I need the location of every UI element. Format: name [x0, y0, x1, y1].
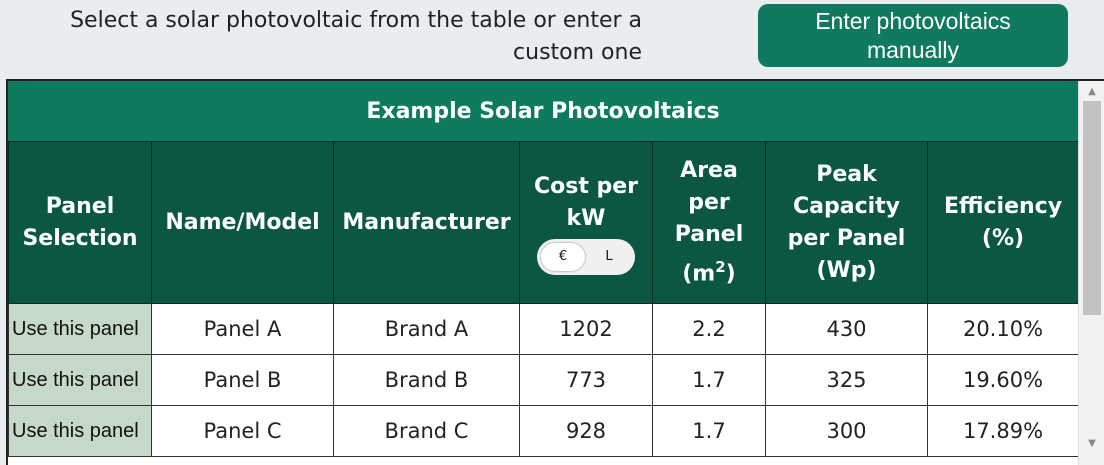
cell-name: Panel B [151, 354, 334, 406]
cell-manufacturer: Brand C [333, 405, 520, 457]
col-header-area: Area per Panel (m2) [652, 141, 766, 304]
cell-peak: 300 [765, 405, 928, 457]
col-header-name: Name/Model [151, 141, 334, 304]
cell-area: 1.7 [652, 405, 766, 457]
scroll-down-arrow-icon[interactable]: ▼ [1088, 438, 1096, 449]
cell-area: 1.7 [652, 354, 766, 406]
area-unit-superscript: 2 [715, 257, 726, 276]
cell-cost: 928 [519, 405, 653, 457]
scroll-thumb[interactable] [1083, 101, 1101, 315]
top-bar: Select a solar photovoltaic from the tab… [0, 0, 1104, 78]
cell-manufacturer: Brand A [333, 303, 520, 355]
enter-manually-button[interactable]: Enter photovoltaics manually [758, 4, 1068, 67]
table-row: Use this panel Panel C Brand C 928 1.7 3… [8, 405, 1079, 457]
use-panel-button[interactable]: Use this panel [8, 405, 152, 457]
cell-efficiency: 17.89% [927, 405, 1079, 457]
scroll-up-arrow-icon[interactable]: ▲ [1088, 86, 1096, 97]
cell-efficiency: 20.10% [927, 303, 1079, 355]
currency-option-l[interactable]: L [605, 248, 613, 264]
panels-table-container: Example Solar Photovoltaics Panel Select… [6, 79, 1104, 465]
use-panel-button[interactable]: Use this panel [8, 303, 152, 355]
table-row: Use this panel Panel A Brand A 1202 2.2 … [8, 303, 1079, 355]
panels-table: Panel Selection Name/Model Manufacturer … [8, 141, 1079, 457]
cell-area: 2.2 [652, 303, 766, 355]
cell-peak: 430 [765, 303, 928, 355]
currency-toggle[interactable]: € L [537, 238, 635, 275]
cell-manufacturer: Brand B [333, 354, 520, 406]
col-header-cost: Cost per kW € L [519, 141, 653, 304]
use-panel-button[interactable]: Use this panel [8, 354, 152, 406]
cell-name: Panel C [151, 405, 334, 457]
currency-option-euro[interactable]: € [541, 242, 585, 271]
col-header-efficiency: Efficiency (%) [927, 141, 1079, 304]
col-header-peak: Peak Capacity per Panel (Wp) [765, 141, 928, 304]
table-title: Example Solar Photovoltaics [8, 81, 1078, 141]
vertical-scrollbar[interactable]: ▲ ▼ [1078, 81, 1104, 465]
cell-cost: 1202 [519, 303, 653, 355]
col-header-manufacturer: Manufacturer [333, 141, 520, 304]
area-unit-close: ) [725, 261, 736, 287]
cell-efficiency: 19.60% [927, 354, 1079, 406]
table-row: Use this panel Panel B Brand B 773 1.7 3… [8, 354, 1079, 406]
cell-peak: 325 [765, 354, 928, 406]
cell-cost: 773 [519, 354, 653, 406]
cell-name: Panel A [151, 303, 334, 355]
cost-header-label: Cost per kW [533, 173, 639, 231]
area-unit-open: (m [682, 261, 716, 287]
table-header-row: Panel Selection Name/Model Manufacturer … [8, 141, 1079, 304]
instruction-text: Select a solar photovoltaic from the tab… [70, 8, 642, 65]
area-header-label: Area per Panel [674, 157, 744, 247]
col-header-selection: Panel Selection [8, 141, 152, 304]
